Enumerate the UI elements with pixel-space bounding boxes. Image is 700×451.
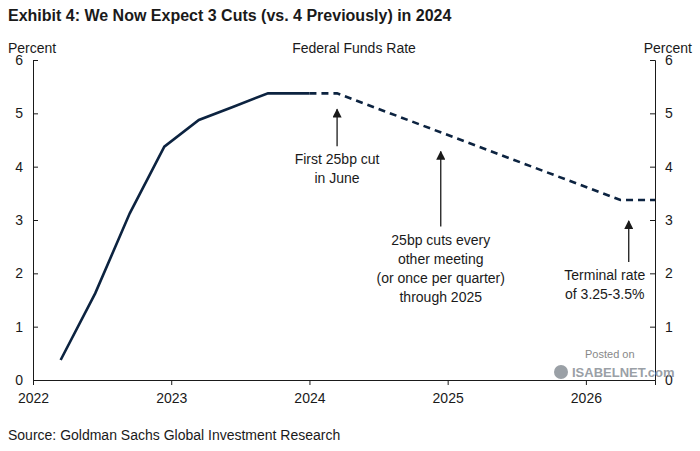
tick: 2	[650, 265, 673, 281]
watermark: ISABELNET.com	[572, 365, 675, 380]
tick: 2023	[156, 380, 187, 406]
tick-mark	[448, 380, 449, 385]
line-dashed	[309, 93, 655, 200]
tick-mark	[309, 380, 310, 385]
tick-label: 6	[15, 52, 23, 68]
tick: 0	[15, 372, 38, 388]
y2-axis-line	[650, 61, 656, 381]
tick: 2025	[433, 380, 464, 406]
x-axis: 2022 2023 2024 2025 2026	[18, 380, 656, 406]
tick-mark	[650, 327, 655, 328]
plot-area	[61, 93, 655, 360]
tick-label: 6	[665, 52, 673, 68]
tick-label: 2	[665, 265, 673, 281]
annotation: Terminal rate of 3.25-3.5%	[564, 267, 645, 302]
tick-label: 3	[15, 212, 23, 228]
line-solid	[61, 93, 310, 360]
tick-mark	[33, 380, 38, 381]
tick-label: 4	[15, 159, 23, 175]
tick: 5	[15, 105, 38, 121]
tick: 1	[15, 319, 38, 335]
watermark: Posted on	[585, 348, 635, 360]
tick-mark	[586, 380, 587, 385]
tick-label: 1	[665, 319, 673, 335]
annotation-line: of 3.25-3.5%	[565, 286, 644, 302]
y-axis-line	[34, 61, 39, 381]
tick: 3	[650, 212, 673, 228]
tick-label: 3	[665, 212, 673, 228]
annotation: First 25bp cut in June	[295, 151, 380, 186]
arrow	[336, 109, 337, 146]
tick-mark	[650, 167, 655, 168]
source: Source: Goldman Sachs Global Investment …	[8, 427, 340, 443]
tick-label: 0	[15, 372, 23, 388]
tick-label: 2	[15, 265, 23, 281]
annotation-line: First 25bp cut	[295, 151, 380, 167]
tick-mark	[33, 273, 38, 274]
tick: 5	[650, 105, 673, 121]
tick: 2026	[571, 380, 602, 406]
tick-mark	[650, 220, 655, 221]
x-axis-line	[34, 381, 656, 386]
tick-mark	[33, 60, 38, 61]
tick-mark	[650, 60, 655, 61]
tick: 2	[15, 265, 38, 281]
watermark-icon	[554, 365, 568, 379]
annotation-line: through 2025	[399, 289, 482, 305]
tick: 3	[15, 212, 38, 228]
y-axis: 0 1 2 3 4 5 6	[15, 52, 38, 388]
tick: 6	[15, 52, 38, 68]
y2-axis: 0123456	[650, 52, 673, 388]
tick-label: 2025	[433, 390, 464, 406]
arrow	[440, 152, 441, 227]
tick-label: 4	[665, 159, 673, 175]
annotation-line: in June	[315, 170, 360, 186]
annotation-line: other meeting	[398, 251, 484, 267]
tick: 6	[650, 52, 673, 68]
tick: 4	[15, 159, 38, 175]
title: Exhibit 4: We Now Expect 3 Cuts (vs. 4 P…	[8, 7, 452, 24]
tick: 2024	[294, 380, 325, 406]
annotation: 25bp cuts every other meeting (or once per…	[377, 232, 505, 305]
tick-label: 2023	[156, 390, 187, 406]
annotation-line: (or once per quarter)	[377, 270, 505, 286]
tick-mark	[650, 380, 655, 381]
annotation-line: Terminal rate	[564, 267, 645, 283]
tick-label: 2022	[18, 390, 49, 406]
subtitle: Federal Funds Rate	[292, 40, 416, 56]
tick-mark	[33, 113, 38, 114]
tick-mark	[650, 273, 655, 274]
tick-mark	[33, 220, 38, 221]
tick: 1	[650, 319, 673, 335]
tick-label: 5	[15, 105, 23, 121]
chart: Exhibit 4: We Now Expect 3 Cuts (vs. 4 P…	[0, 0, 700, 451]
tick-label: 5	[665, 105, 673, 121]
tick-mark	[33, 167, 38, 168]
tick-label: 1	[15, 319, 23, 335]
tick-mark	[650, 113, 655, 114]
tick-mark	[33, 327, 38, 328]
arrow	[628, 221, 629, 262]
tick-mark	[171, 380, 172, 385]
annotation-line: 25bp cuts every	[391, 232, 490, 248]
tick-label: 2026	[571, 390, 602, 406]
tick: 4	[650, 159, 673, 175]
annotations: First 25bp cut in June 25bp cuts every othe…	[295, 109, 646, 304]
tick-label: 2024	[294, 390, 325, 406]
